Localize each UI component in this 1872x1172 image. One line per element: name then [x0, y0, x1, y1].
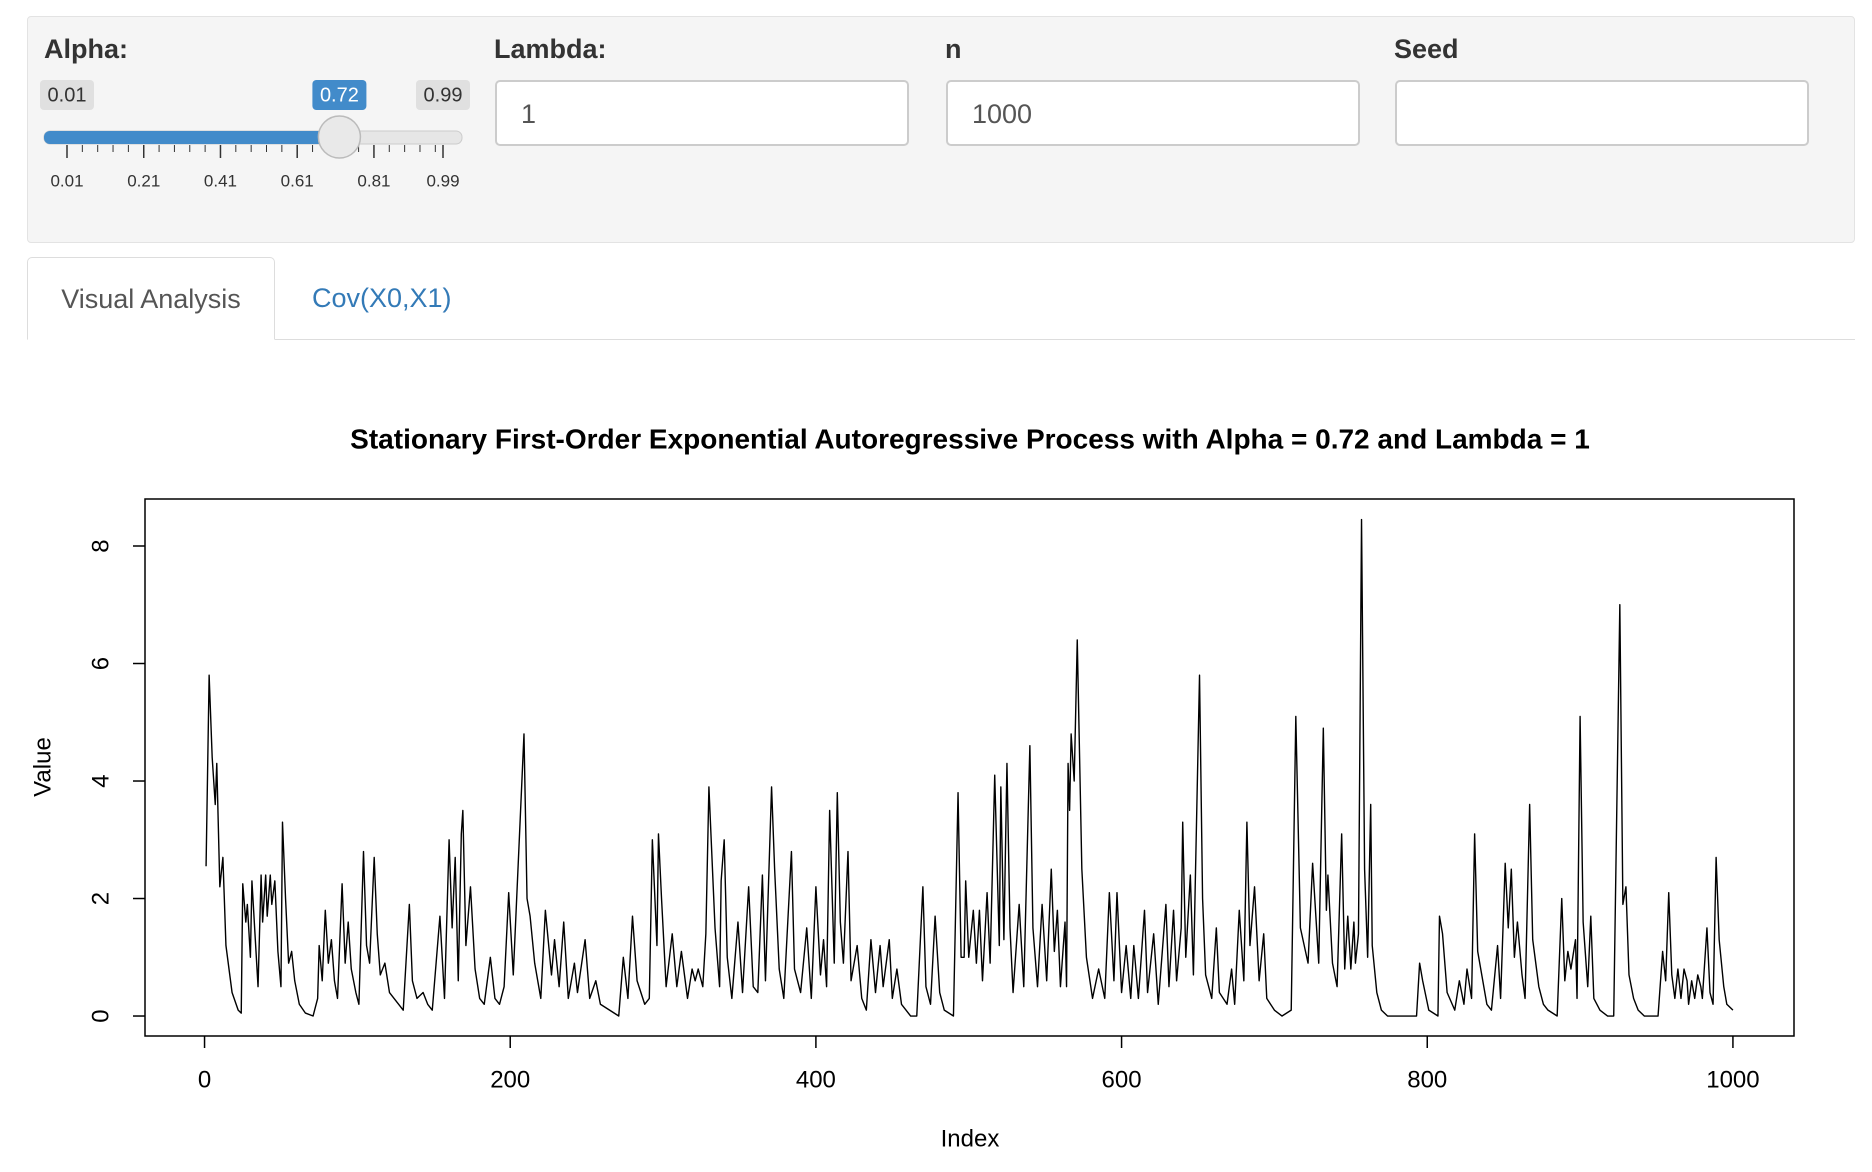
alpha-slider[interactable]: 0.01 0.21 0.41 0.61 0.81 0.99 0.01 0.99 0.72	[0, 0, 520, 200]
slider-tick-label: 0.41	[204, 171, 237, 190]
y-tick-label: 2	[87, 892, 114, 905]
series-line	[205, 518, 1734, 1017]
slider-fill	[44, 131, 340, 144]
slider-tick-label: 0.99	[426, 171, 459, 190]
lambda-input[interactable]: 1	[495, 80, 909, 146]
slider-tick-label: 0.81	[357, 171, 390, 190]
x-tick-label: 400	[796, 1066, 836, 1093]
x-tick-label: 600	[1102, 1066, 1142, 1093]
n-input[interactable]: 1000	[946, 80, 1360, 146]
plot-box	[144, 498, 1795, 1037]
x-tick-label: 800	[1407, 1066, 1447, 1093]
slider-tick-label: 0.61	[281, 171, 314, 190]
slider-bubble	[40, 80, 94, 110]
y-tick-label: 8	[87, 539, 114, 552]
slider-tick-label: 0.21	[127, 171, 160, 190]
y-tick-label: 0	[87, 1009, 114, 1022]
n-label: n	[945, 34, 962, 64]
slider-tick-label: 0.01	[50, 171, 83, 190]
x-tick-label: 200	[490, 1066, 530, 1093]
slider-value-label: 0.01	[48, 84, 87, 106]
tab[interactable]: Visual Analysis	[27, 257, 275, 340]
alpha-label: Alpha:	[44, 34, 128, 64]
y-axis-label: Value	[29, 737, 56, 797]
chart: Stationary First-Order Exponential Autor…	[29, 423, 1795, 1152]
seed-label: Seed	[1394, 34, 1459, 64]
seed-input[interactable]	[1395, 80, 1809, 146]
slider-bubble	[416, 80, 470, 110]
lambda-label: Lambda:	[494, 34, 607, 64]
slider-value-label: 0.72	[320, 84, 359, 106]
x-tick-label: 1000	[1706, 1066, 1759, 1093]
slider-handle	[317, 115, 362, 159]
chart-title: Stationary First-Order Exponential Autor…	[350, 423, 1590, 454]
x-tick-label: 0	[198, 1066, 211, 1093]
y-tick-label: 6	[87, 657, 114, 670]
slider-bubble	[312, 80, 367, 110]
slider-value-label: 0.99	[424, 84, 463, 106]
tab[interactable]: Cov(X0,X1)	[312, 283, 452, 313]
tab-border	[27, 339, 1855, 340]
x-axis-label: Index	[941, 1125, 1000, 1152]
y-tick-label: 4	[87, 774, 114, 787]
